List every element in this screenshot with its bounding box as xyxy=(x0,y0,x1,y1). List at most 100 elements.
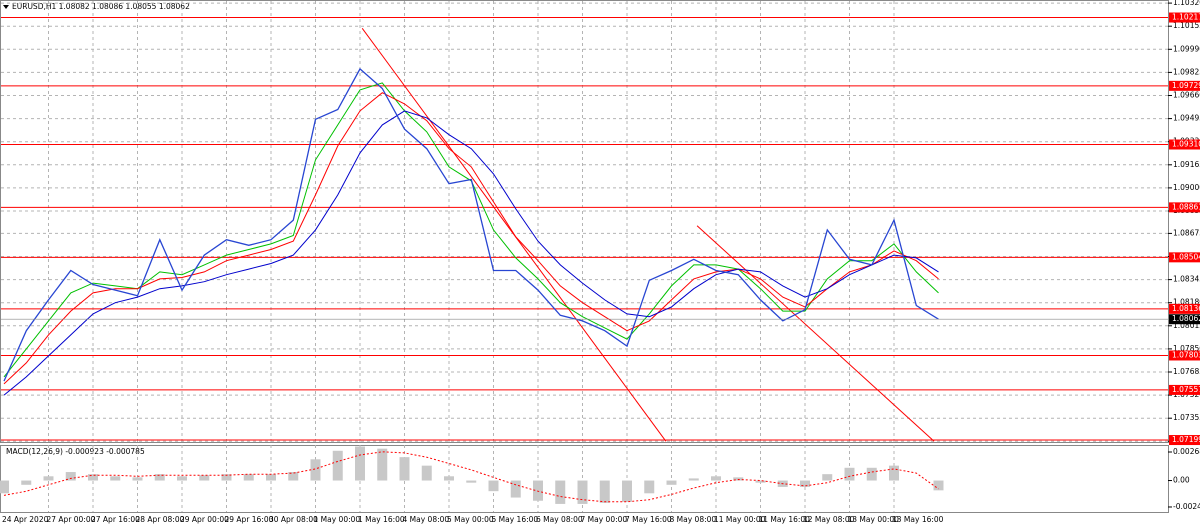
x-tick-label: 1 May 00:00 xyxy=(314,515,361,524)
x-tick-label: 8 May 08:00 xyxy=(670,515,717,524)
y-tick-label: 1.10320 xyxy=(1173,0,1200,7)
macd-bar xyxy=(488,480,499,492)
price-label: 1.08062 xyxy=(1172,314,1200,323)
macd-title: MACD(12,26,9) -0.000923 -0.000785 xyxy=(6,447,145,456)
level-label: 1.09729 xyxy=(1172,81,1200,90)
macd-bar xyxy=(110,476,121,481)
x-tick-label: 29 Apr 16:00 xyxy=(225,515,274,524)
macd-bar xyxy=(622,480,632,502)
macd-bar xyxy=(0,480,9,494)
macd-bar xyxy=(933,480,944,491)
price-line xyxy=(3,67,939,382)
level-tag xyxy=(1169,350,1200,361)
x-tick-label: 11 May 16:00 xyxy=(759,515,811,524)
macd-bar xyxy=(755,480,766,483)
macd-bar xyxy=(866,467,877,481)
y-tick-label: 1.08675 xyxy=(1173,228,1200,237)
y-tick-label: 1.10155 xyxy=(1173,21,1200,30)
y-tick-label: 1.08345 xyxy=(1173,275,1200,284)
x-tick-label: 27 Apr 16:00 xyxy=(91,515,140,524)
macd-bar xyxy=(577,480,588,504)
level-tag xyxy=(1169,435,1200,446)
y-tick-label: 1.08015 xyxy=(1173,321,1200,330)
macd-bar xyxy=(310,459,321,481)
moving-average xyxy=(3,110,939,396)
y-tick-label: 1.08180 xyxy=(1173,298,1200,307)
trend-line xyxy=(696,225,935,442)
macd-bar xyxy=(377,448,388,481)
moving-average xyxy=(3,92,939,385)
macd-bar xyxy=(599,480,610,503)
macd-bar xyxy=(43,476,54,481)
x-tick-label: 7 May 16:00 xyxy=(625,515,672,524)
macd-bar xyxy=(243,474,254,481)
macd-bar xyxy=(221,474,232,481)
y-tick-label: 1.07685 xyxy=(1173,367,1200,376)
price-tag xyxy=(1169,314,1200,325)
level-tag xyxy=(1169,252,1200,263)
macd-bar xyxy=(844,467,855,481)
macd-frame xyxy=(0,445,1169,513)
y-tick-label: 1.09000 xyxy=(1173,183,1200,192)
macd-bar xyxy=(65,472,76,481)
macd-bar xyxy=(399,457,410,481)
level-label: 1.08861 xyxy=(1172,202,1200,211)
macd-bar xyxy=(889,465,899,481)
level-label: 1.07199 xyxy=(1172,435,1200,444)
y-tick-label: -0.002488 xyxy=(1173,502,1200,511)
x-tick-label: 6 May 08:00 xyxy=(536,515,583,524)
macd-bar xyxy=(132,477,143,481)
x-tick-label: 5 May 16:00 xyxy=(492,515,539,524)
level-tag xyxy=(1169,202,1200,213)
y-tick-label: 0.002686 xyxy=(1173,447,1200,456)
macd-bar xyxy=(644,480,655,494)
level-label: 1.10217 xyxy=(1172,13,1200,22)
x-tick-label: 30 Apr 08:00 xyxy=(269,515,318,524)
y-tick-label: 1.09165 xyxy=(1173,160,1200,169)
macd-bar xyxy=(21,480,32,485)
macd-bar xyxy=(154,474,165,481)
y-tick-label: 1.07850 xyxy=(1173,344,1200,353)
macd-bar xyxy=(421,465,432,481)
macd-bar xyxy=(666,480,677,485)
level-label: 1.07803 xyxy=(1172,350,1200,359)
macd-bar xyxy=(711,476,721,481)
level-label: 1.08504 xyxy=(1172,252,1200,261)
macd-bar xyxy=(355,446,365,481)
x-tick-label: 4 May 08:00 xyxy=(403,515,450,524)
macd-bar xyxy=(444,476,454,481)
level-tag xyxy=(1169,80,1200,91)
level-tag xyxy=(1169,384,1200,395)
macd-bar xyxy=(800,480,810,487)
macd-bar xyxy=(733,477,744,481)
macd-bar xyxy=(332,450,343,481)
level-tag xyxy=(1169,303,1200,314)
y-tick-label: 1.07355 xyxy=(1173,413,1200,422)
macd-bar xyxy=(510,480,521,498)
x-tick-label: 12 May 08:00 xyxy=(803,515,855,524)
y-tick-label: 0.00 xyxy=(1173,476,1190,485)
x-tick-label: 11 May 00:00 xyxy=(714,515,766,524)
moving-average xyxy=(3,82,939,378)
y-tick-label: 1.09990 xyxy=(1173,44,1200,53)
x-tick-label: 29 Apr 00:00 xyxy=(180,515,229,524)
macd-bar xyxy=(555,480,566,504)
x-tick-label: 28 Apr 08:00 xyxy=(136,515,185,524)
y-tick-label: 1.09495 xyxy=(1173,114,1200,123)
macd-bar xyxy=(177,476,187,481)
x-tick-label: 7 May 00:00 xyxy=(581,515,628,524)
chart-title: EURUSD,H1 1.08082 1.08086 1.08055 1.0806… xyxy=(12,2,190,11)
x-tick-label: 13 May 00:00 xyxy=(848,515,900,524)
x-tick-label: 24 Apr 2020 xyxy=(2,515,49,524)
macd-bar xyxy=(466,480,477,483)
macd-bar xyxy=(88,474,98,481)
level-label: 1.07557 xyxy=(1172,385,1200,394)
macd-bar xyxy=(688,478,699,481)
y-tick-label: 1.09825 xyxy=(1173,67,1200,76)
macd-bar xyxy=(266,474,276,481)
level-tag xyxy=(1169,12,1200,23)
x-tick-label: 27 Apr 00:00 xyxy=(47,515,96,524)
level-label: 1.08136 xyxy=(1172,304,1200,313)
x-tick-label: 5 May 00:00 xyxy=(447,515,494,524)
